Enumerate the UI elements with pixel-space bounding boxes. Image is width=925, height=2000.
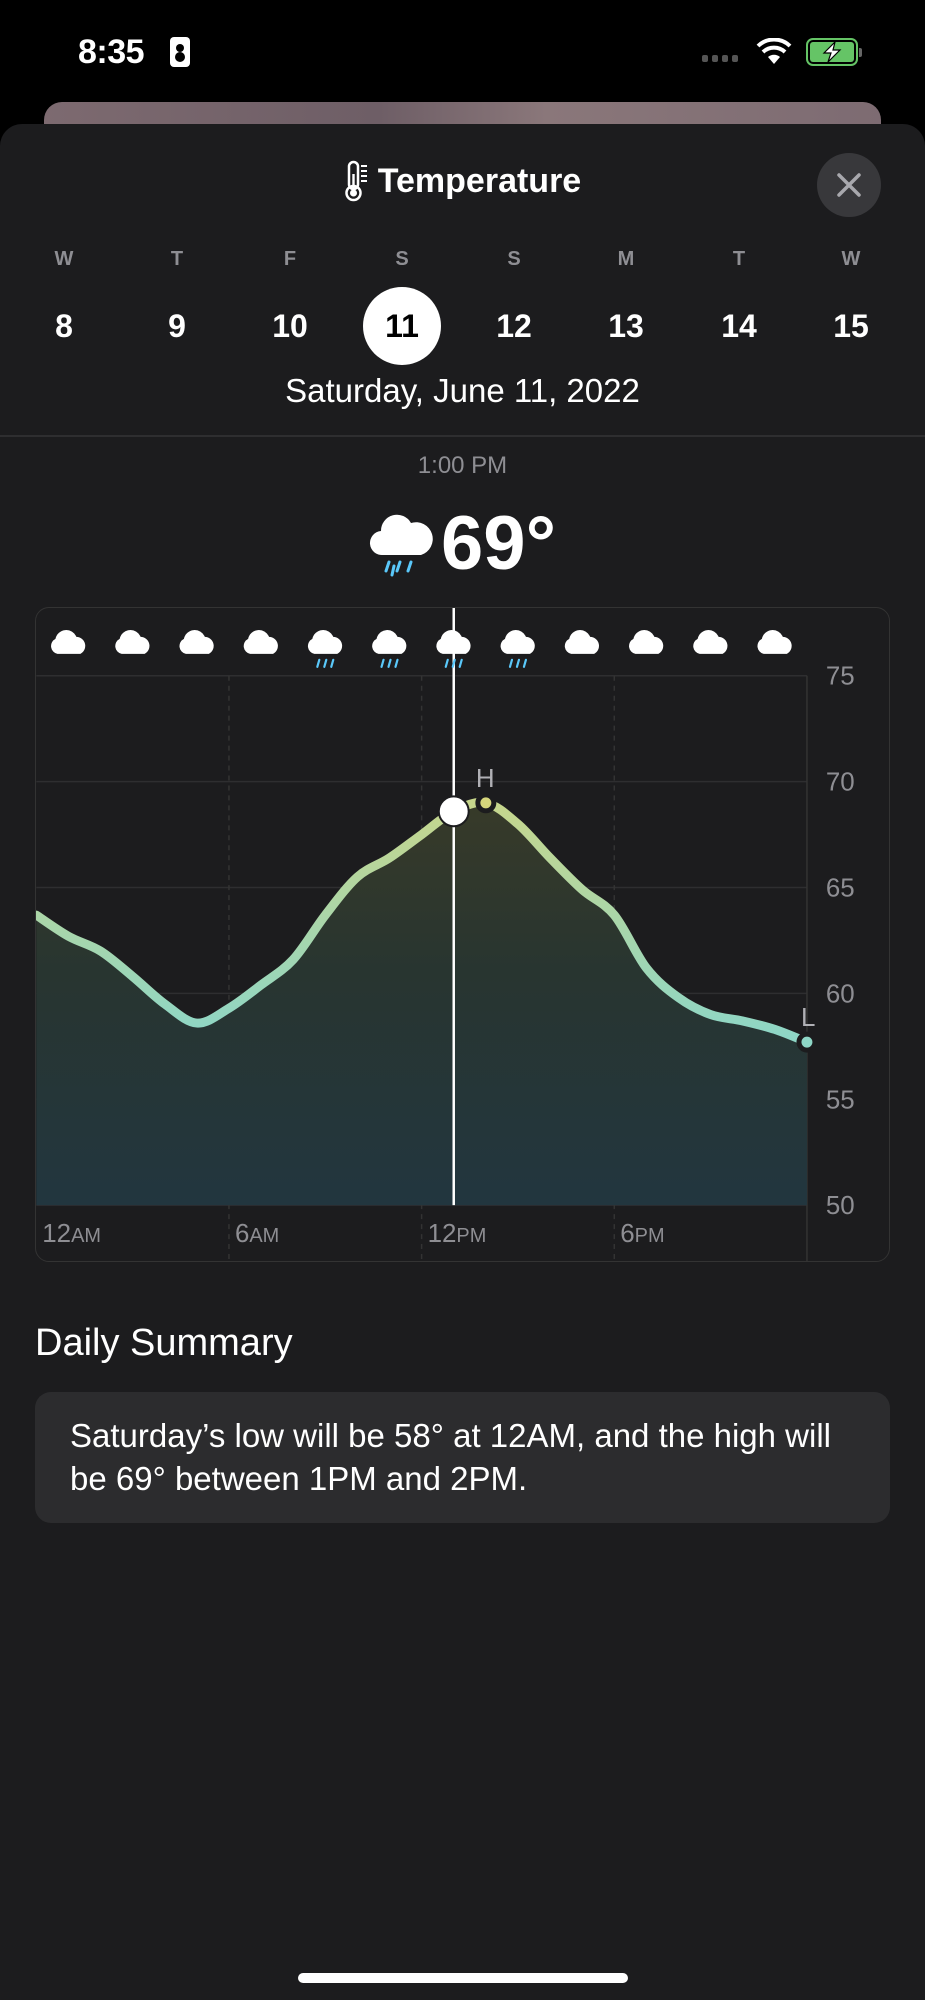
- cloud-icon: [179, 630, 214, 654]
- cloud-rain-icon: [307, 630, 343, 668]
- day-letter: W: [54, 248, 74, 270]
- cloud-shape: [693, 630, 728, 654]
- raindrop: [316, 658, 321, 668]
- sheet-title: Temperature: [377, 161, 582, 200]
- cloud-rain-icon: [369, 514, 433, 576]
- cloud-icon: [51, 630, 86, 654]
- day-number[interactable]: 9: [168, 308, 186, 344]
- y-tick-label: 70: [826, 769, 855, 797]
- day-number[interactable]: 11: [363, 287, 441, 365]
- day-number[interactable]: 15: [833, 308, 869, 344]
- thermometer-icon: [345, 160, 367, 202]
- chart-area: HL: [36, 608, 818, 1206]
- x-tick-label: 12PM: [428, 1220, 487, 1248]
- cloud-shape: [243, 630, 278, 654]
- status-time: 8:35: [78, 33, 145, 71]
- day-number[interactable]: 14: [721, 308, 757, 344]
- cloud-shape: [179, 630, 214, 654]
- raindrop: [515, 658, 521, 668]
- cloud-icon: [115, 630, 150, 654]
- low-marker: [796, 1031, 818, 1053]
- cloud-shape: [307, 630, 343, 654]
- selected-time: 1:00 PM: [417, 452, 508, 479]
- close-button[interactable]: [817, 153, 881, 217]
- x-tick-label: 12AM: [42, 1220, 101, 1248]
- cloud-icon: [243, 630, 278, 654]
- sheet-header: Temperature: [0, 160, 925, 202]
- cloud-shape: [436, 630, 471, 654]
- temperature-line: [36, 797, 812, 1047]
- raindrop: [394, 658, 399, 668]
- cloud-icon: [757, 630, 792, 654]
- home-indicator[interactable]: [298, 1973, 628, 1983]
- daily-summary-title: Daily Summary: [35, 1322, 293, 1364]
- day-letter: F: [283, 248, 297, 270]
- y-tick-label: 60: [826, 980, 855, 1008]
- day-letter: T: [732, 248, 746, 270]
- cloud-rain-icon: [372, 630, 407, 668]
- day-letter: M: [617, 248, 635, 270]
- close-icon: [837, 173, 861, 197]
- day-number[interactable]: 13: [608, 308, 644, 344]
- cloud-icon: [693, 630, 728, 654]
- day-letter: T: [170, 248, 184, 270]
- high-label: H: [476, 765, 495, 793]
- condition-icons-row: [51, 630, 792, 668]
- day-letter: S: [507, 248, 521, 270]
- x-tick-label: 6AM: [235, 1220, 279, 1248]
- y-tick-label: 65: [826, 875, 855, 903]
- battery-charging-icon: [806, 38, 862, 66]
- cloud-shape: [115, 630, 150, 654]
- y-tick-label: 75: [826, 663, 855, 691]
- contact-card-icon: [170, 37, 190, 67]
- cloud-shape: [757, 630, 792, 654]
- raindrop: [458, 658, 463, 668]
- day-number[interactable]: 8: [55, 308, 73, 344]
- raindrop: [451, 658, 456, 668]
- cloud-shape: [372, 630, 407, 654]
- y-tick-label: 50: [826, 1192, 855, 1220]
- high-marker: [475, 792, 497, 814]
- cloud-shape: [629, 630, 664, 654]
- raindrop: [522, 658, 528, 668]
- y-tick-label: 55: [826, 1086, 855, 1114]
- cloud-shape: [500, 630, 535, 654]
- raindrop: [330, 658, 335, 668]
- axis-labels: 75 70 65 60 55 50 12AM 6AM 12PM 6PM: [42, 663, 854, 1248]
- raindrop: [444, 658, 449, 668]
- cellular-signal-icon: [702, 55, 738, 62]
- cloud-rain-icon: [436, 630, 471, 668]
- low-label: L: [801, 1004, 815, 1032]
- raindrop: [508, 658, 514, 668]
- daily-summary-text: Saturday’s low will be 58° at 12AM, and …: [70, 1417, 831, 1497]
- day-letter: W: [841, 248, 861, 270]
- current-temperature: 69°: [441, 501, 556, 586]
- current-conditions: 69°: [0, 500, 925, 587]
- cloud-icon: [629, 630, 664, 654]
- selection-handle[interactable]: [437, 795, 470, 828]
- divider: [0, 435, 925, 437]
- cloud-rain-icon: [500, 630, 535, 668]
- day-number[interactable]: 12: [496, 308, 532, 344]
- cloud-shape: [51, 630, 86, 654]
- raindrop: [380, 658, 385, 668]
- day-number[interactable]: 10: [272, 308, 308, 344]
- cloud-icon: [564, 630, 600, 654]
- area-fill: [36, 802, 807, 1206]
- daily-summary-card: Saturday’s low will be 58° at 12AM, and …: [35, 1392, 890, 1523]
- day-letter: S: [395, 248, 409, 270]
- wifi-icon: [756, 38, 792, 64]
- raindrop: [323, 658, 328, 668]
- selected-date: Saturday, June 11, 2022: [285, 372, 640, 409]
- x-tick-label: 6PM: [620, 1220, 664, 1248]
- cloud-shape: [564, 630, 600, 654]
- raindrop: [387, 658, 392, 668]
